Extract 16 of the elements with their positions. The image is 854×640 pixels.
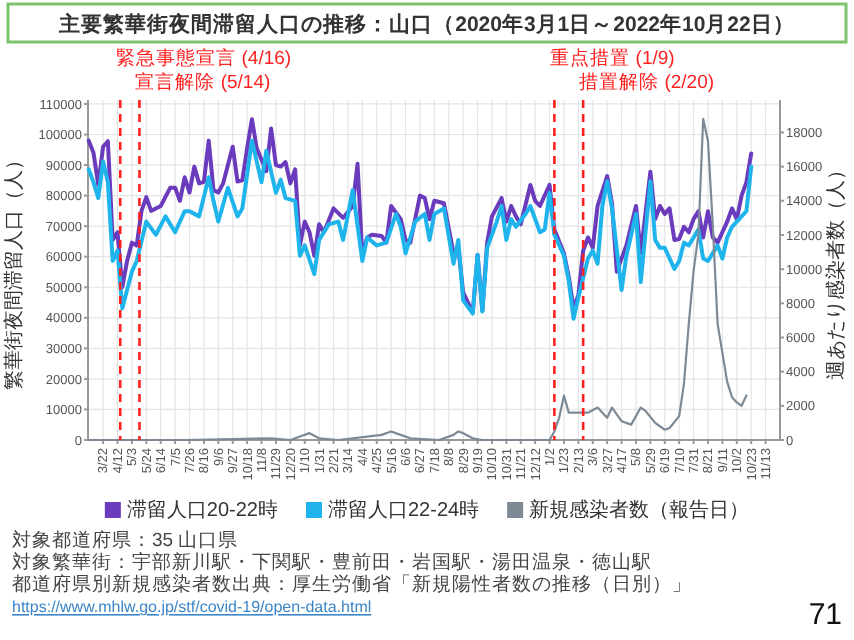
legend-label: 滞留人口22-24時 <box>328 498 480 522</box>
ref-line-label: 宣言解除 (5/14) <box>135 70 271 94</box>
text: https://www.mhlw.go.jp/stf/covid-19/open-data.html <box>12 598 372 616</box>
ref-line-label: 措置解除 (2/20) <box>579 70 715 94</box>
text: 71 <box>808 598 842 632</box>
text: 対象繁華街：宇部新川駅・下関駅・豊前田・岩国駅・湯田温泉・徳山駅 <box>12 550 652 574</box>
chart-title: 主要繁華街夜間滞留人口の推移：山口（2020年3月1日～2022年10月22日） <box>57 11 795 37</box>
ref-line-label: 緊急事態宣言 (4/16) <box>116 46 292 70</box>
line-series <box>87 117 748 442</box>
text: 対象都道府県：35 山口県 <box>12 528 239 552</box>
legend-label: 滞留人口20-22時 <box>126 498 278 522</box>
y2-axis-title: 週あたり感染者数（人） <box>824 160 848 380</box>
text: 都道府県別新規感染者数出典：厚生労働省「新規陽性者数の推移（日別）」 <box>12 572 692 596</box>
legend-label: 新規感染者数（報告日） <box>529 498 750 522</box>
ref-line-label: 重点措置 (1/9) <box>550 46 675 70</box>
y-axis-title: 繁華街夜間滞留人口（人） <box>2 150 26 390</box>
